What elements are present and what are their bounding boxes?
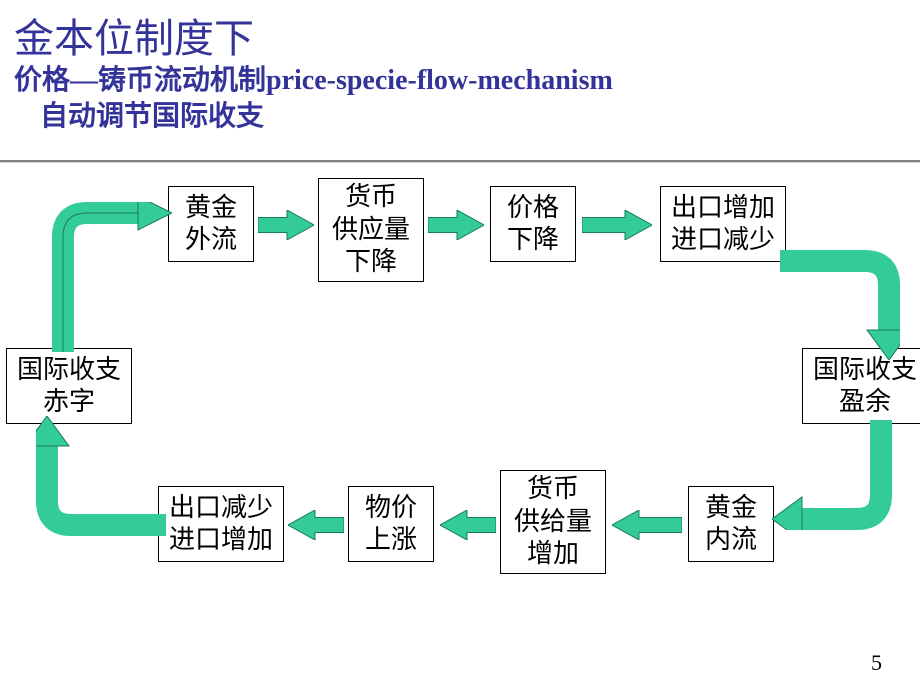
- divider: [0, 160, 920, 163]
- title-line-1: 金本位制度下: [14, 6, 254, 64]
- node-n7: 黄金 内流: [688, 486, 774, 562]
- node-n8: 货币 供给量 增加: [500, 470, 606, 574]
- arrow-n1-n2: [52, 202, 172, 352]
- page-number: 5: [871, 650, 882, 676]
- arrow-n9-n10: [288, 510, 344, 540]
- arrow-n10-n1: [36, 416, 166, 536]
- arrow-n6-n7: [772, 420, 892, 530]
- title-line-2: 价格—铸币流动机制price-specie-flow-mechanism: [14, 58, 613, 98]
- node-n10: 出口减少 进口增加: [158, 486, 284, 562]
- node-n5: 出口增加 进口减少: [660, 186, 786, 262]
- arrow-n2-n3: [258, 210, 314, 240]
- arrow-n4-n5: [582, 210, 652, 240]
- node-n3: 货币 供应量 下降: [318, 178, 424, 282]
- node-n9: 物价 上涨: [348, 486, 434, 562]
- node-n1: 国际收支 赤字: [6, 348, 132, 424]
- node-n2: 黄金 外流: [168, 186, 254, 262]
- title-line-3: 自动调节国际收支: [40, 94, 264, 134]
- arrow-n7-n8: [612, 510, 682, 540]
- node-n4: 价格 下降: [490, 186, 576, 262]
- arrow-n8-n9: [440, 510, 496, 540]
- arrow-n3-n4: [428, 210, 484, 240]
- arrow-n5-n6: [780, 250, 900, 360]
